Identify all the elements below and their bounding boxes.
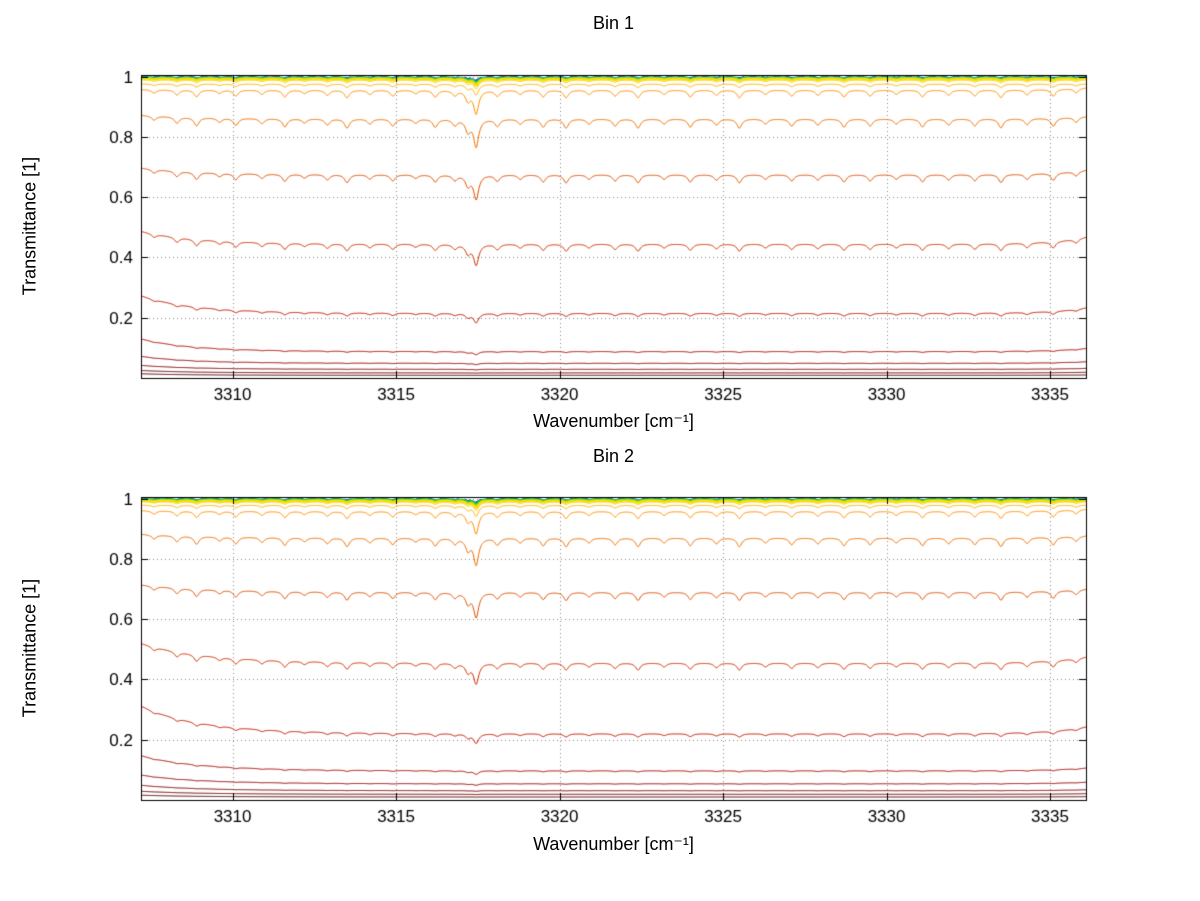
subplot2-ylabel: Transmittance [1] — [19, 578, 40, 718]
subplot1-xlabel: Wavenumber [cm⁻¹] — [533, 411, 694, 431]
subplot2-title: Bin 2 — [592, 446, 635, 466]
subplot1-ylabel: Transmittance [1] — [19, 156, 40, 296]
subplot2-xlabel: Wavenumber [cm⁻¹] — [533, 834, 694, 854]
subplot1-title: Bin 1 — [592, 13, 635, 33]
